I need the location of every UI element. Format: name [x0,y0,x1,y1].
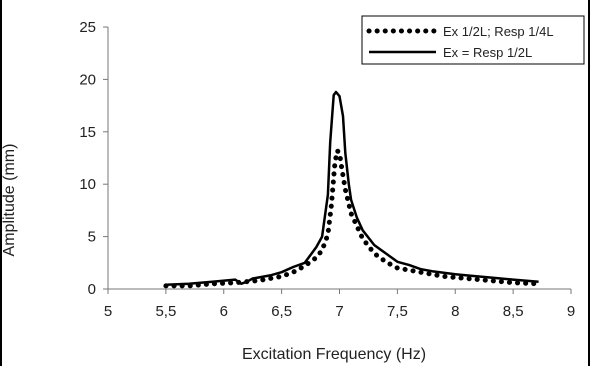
y-tick-label: 5 [88,229,96,246]
frame-border-left [0,0,2,366]
series-line-2 [165,90,539,287]
y-tick-label: 25 [79,19,96,36]
frame-border-right [588,0,590,366]
x-tick-label: 6,5 [271,303,292,320]
legend-label-series-2: Ex = Resp 1/2L [443,45,532,60]
series-layer [163,90,542,289]
x-tick-label: 7,5 [387,303,408,320]
legend-label-series-1: Ex 1/2L; Resp 1/4L [443,24,554,39]
x-tick-label: 8 [451,303,459,320]
y-tick-label: 0 [88,281,96,298]
y-tick-label: 15 [79,124,96,141]
x-tick-label: 8,5 [503,303,524,320]
x-axis-label: Excitation Frequency (Hz) [242,346,426,363]
x-tick-label: 7 [335,303,343,320]
legend: Ex 1/2L; Resp 1/4L Ex = Resp 1/2L [361,15,585,65]
x-tick-label: 6 [220,303,228,320]
legend-box [361,15,585,65]
y-axis-label: Amplitude (mm) [1,144,18,257]
x-tick-label: 9 [567,303,575,320]
y-tick-label: 20 [79,71,96,88]
axes [103,26,572,294]
x-tick-label: 5,5 [155,303,176,320]
y-tick-label: 10 [79,176,96,193]
series-line-1 [163,148,542,289]
x-tick-label: 5 [104,303,112,320]
